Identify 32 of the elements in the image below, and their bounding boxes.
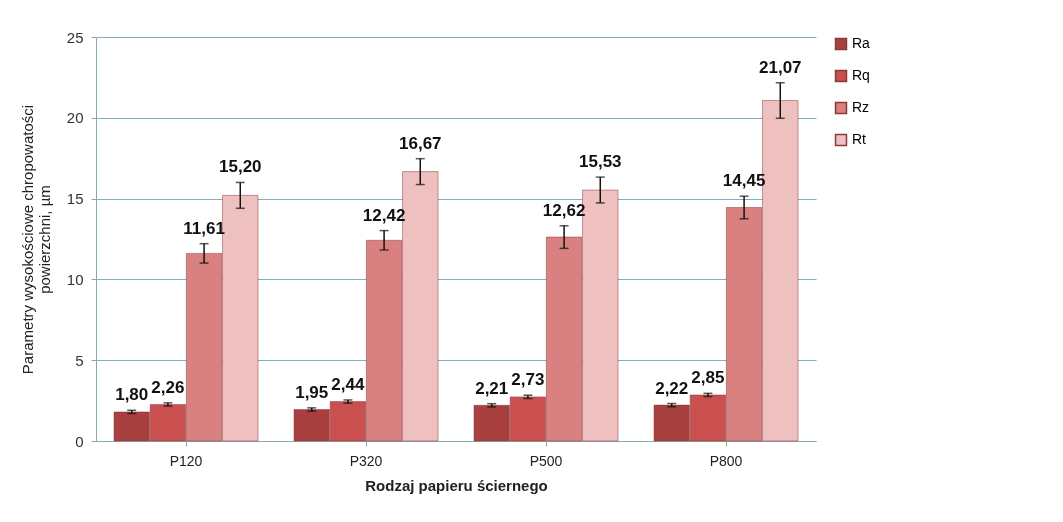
y-tick-label: 20	[66, 109, 84, 127]
x-tick-label: P500	[529, 452, 563, 469]
legend-label: Ra	[852, 35, 871, 51]
data-label: 15,20	[219, 157, 262, 177]
data-label: 2,26	[151, 377, 185, 397]
y-tick-label: 0	[75, 432, 84, 450]
data-label: 21,07	[759, 57, 802, 77]
data-label: 1,80	[115, 385, 149, 405]
x-tick-label: P320	[349, 452, 383, 469]
data-label: 15,53	[579, 152, 622, 172]
data-label: 11,61	[183, 218, 225, 238]
x-tick-label: P120	[169, 452, 203, 469]
data-label: 12,42	[362, 205, 406, 225]
data-label: 1,95	[295, 382, 329, 402]
data-label: 2,73	[511, 370, 545, 390]
data-label: 2,44	[331, 374, 365, 394]
data-label: 14,45	[722, 171, 766, 191]
data-label: 12,62	[542, 200, 586, 220]
data-label: 16,67	[399, 133, 442, 153]
y-tick-label: 15	[66, 190, 84, 208]
y-tick-label: 10	[66, 270, 84, 288]
y-axis-title: Parametry wysokościowe chropowatości powierzchni, µm	[18, 104, 53, 375]
y-tick-label: 5	[75, 351, 84, 369]
x-tick-label: P800	[709, 452, 743, 469]
data-label: 2,21	[475, 378, 509, 398]
y-tick-label: 25	[66, 28, 84, 46]
legend-label: Rz	[852, 99, 870, 115]
x-axis-title: Rodzaj papieru ściernego	[365, 476, 548, 494]
data-label: 2,85	[691, 368, 725, 388]
legend-label: Rt	[852, 131, 867, 147]
data-label: 2,22	[655, 378, 689, 398]
legend-label: Rq	[852, 67, 870, 83]
